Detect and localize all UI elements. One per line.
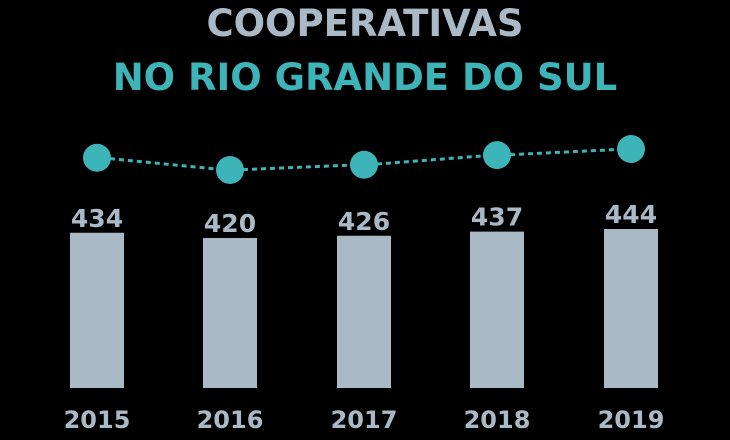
value-label-2016: 420 [204,209,256,238]
year-label-2019: 2019 [598,406,665,434]
trend-line-segment-2 [233,163,361,172]
trend-line-segment-4 [500,147,628,157]
trend-point-2017 [350,150,378,179]
trend-line-segment-1 [100,156,227,172]
bar-2016 [203,238,257,388]
value-label-2018: 437 [471,203,523,232]
year-label-2015: 2015 [64,406,131,434]
year-label-2018: 2018 [464,406,531,434]
trend-point-2016 [216,156,244,184]
trend-line-segment-3 [367,153,494,167]
value-label-2017: 426 [338,207,390,236]
year-label-2017: 2017 [331,406,398,434]
bar-2017 [337,235,391,388]
chart-title-line1: COOPERATIVAS [206,2,524,45]
bar-2018 [470,231,524,388]
value-label-2015: 434 [71,204,123,233]
trend-point-2019 [617,135,645,163]
trend-point-2015 [83,143,111,172]
bar-2019 [604,229,658,388]
bar-2015 [70,232,124,388]
value-label-2019: 444 [605,200,657,229]
year-label-2016: 2016 [197,406,264,434]
chart-title-line2: NO RIO GRANDE DO SUL [112,56,618,99]
trend-point-2018 [483,141,511,170]
